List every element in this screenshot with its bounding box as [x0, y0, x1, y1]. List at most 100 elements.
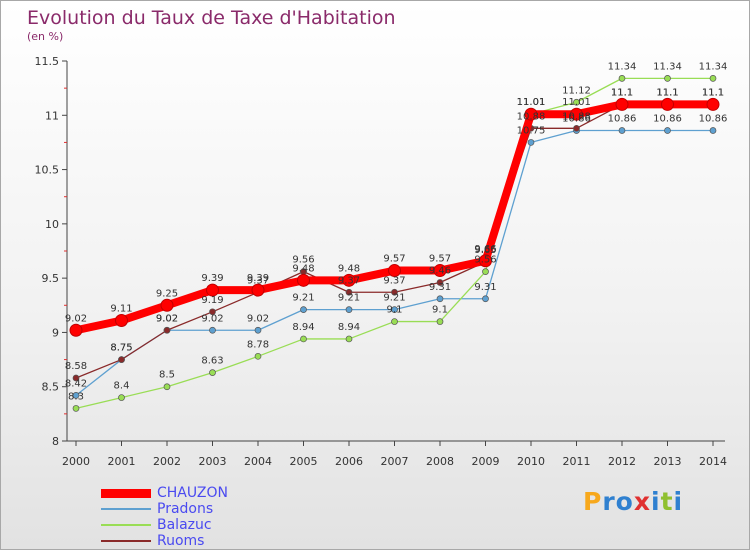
data-label-pradons: 10.86 [608, 113, 637, 124]
data-point-chauzon [615, 97, 629, 111]
data-label-pradons: 9.21 [292, 293, 314, 304]
chart-title: Evolution du Taux de Taxe d'Habitation [27, 7, 396, 29]
data-label-balazuc: 8.3 [68, 391, 84, 402]
data-point-balazuc [573, 98, 580, 106]
data-point-chauzon [570, 107, 583, 121]
legend-label-ruoms: Ruoms [157, 533, 205, 549]
series-line-ruoms [75, 103, 713, 379]
x-tick-label: 2011 [563, 455, 591, 468]
legend-label-pradons: Pradons [157, 501, 214, 517]
data-point-pradons [209, 326, 216, 334]
y-tick-label: 11 [45, 109, 59, 122]
data-label-chauzon: 11.01 [562, 97, 591, 108]
logo-letter: x [633, 487, 651, 516]
data-label-pradons: 9.21 [383, 293, 405, 304]
data-point-chauzon [297, 273, 310, 287]
data-point-balazuc [345, 335, 353, 343]
data-label-ruoms: 9.19 [201, 295, 223, 306]
data-point-pradons [709, 127, 717, 134]
data-point-balazuc [163, 383, 171, 391]
logo-letter: t [660, 487, 674, 516]
chart-axes: 8 8.5 9 9.5 10 10.5 11 11.5 2000 2001 2002 2003 2004… [35, 55, 728, 468]
data-label-balazuc: 8.78 [247, 339, 269, 350]
y-tick-label: 10.5 [35, 164, 60, 177]
data-point-pradons [254, 326, 262, 334]
logo-letter: i [651, 487, 661, 516]
data-label-chauzon: 9.25 [156, 288, 178, 299]
data-label-balazuc: 8.63 [201, 356, 223, 367]
data-label-ruoms: 10.88 [562, 111, 591, 122]
data-label-chauzon: 9.48 [292, 263, 314, 274]
data-point-chauzon [661, 97, 674, 111]
data-label-pradons: 9.21 [338, 293, 360, 304]
y-tick-label: 9 [52, 326, 59, 339]
data-point-balazuc [391, 318, 398, 325]
data-label-balazuc: 9.1 [387, 305, 403, 316]
legend-label-chauzon: CHAUZON [157, 485, 228, 501]
data-point-ruoms [72, 374, 80, 382]
data-label-pradons: 9.31 [429, 282, 451, 293]
data-point-chauzon [342, 273, 356, 287]
legend-swatch-ruoms [101, 540, 151, 542]
data-point-pradons [391, 306, 398, 313]
data-point-pradons [72, 392, 80, 399]
data-point-pradons [527, 139, 535, 146]
data-label-balazuc: 9.1 [432, 305, 448, 316]
data-label-balazuc: 11.01 [517, 97, 546, 108]
data-point-balazuc [436, 318, 444, 325]
data-label-pradons: 10.75 [517, 125, 546, 136]
data-label-ruoms: 11.1 [611, 87, 633, 98]
proxiti-logo: Proxiti [583, 487, 683, 516]
y-tick-label: 8 [52, 435, 59, 448]
data-label-pradons: 10.86 [699, 113, 728, 124]
data-point-balazuc [482, 268, 489, 275]
data-label-chauzon: 11.1 [656, 87, 678, 98]
data-label-chauzon: 9.39 [247, 273, 269, 284]
legend-label-balazuc: Balazuc [157, 517, 212, 533]
data-label-ruoms: 9.56 [292, 255, 314, 266]
data-label-chauzon: 9.57 [383, 254, 405, 265]
data-label-chauzon: 9.02 [65, 313, 87, 324]
data-label-ruoms: 9.46 [429, 265, 451, 276]
data-label-balazuc: 8.5 [159, 370, 175, 381]
y-tick-label: 11.5 [35, 55, 60, 68]
data-label-pradons: 9.02 [156, 313, 178, 324]
x-tick-label: 2008 [426, 455, 454, 468]
data-point-pradons [436, 295, 444, 303]
data-point-chauzon [433, 264, 447, 278]
chart-unit: (en %) [27, 30, 64, 43]
data-label-pradons: 8.42 [65, 378, 87, 389]
data-label-chauzon: 11.1 [611, 87, 633, 98]
x-tick-label: 2002 [153, 455, 181, 468]
x-tick-label: 2014 [699, 455, 727, 468]
data-point-chauzon [479, 254, 492, 268]
data-point-balazuc [618, 75, 626, 82]
data-point-balazuc [300, 335, 307, 343]
data-point-pradons [300, 306, 307, 313]
data-label-ruoms: 8.75 [110, 343, 132, 354]
data-label-balazuc: 11.34 [699, 61, 728, 72]
data-label-balazuc: 8.94 [338, 322, 360, 333]
y-tick-label: 9.5 [42, 272, 60, 285]
data-label-ruoms: 9.37 [338, 275, 360, 286]
data-point-ruoms [345, 288, 353, 296]
data-label-pradons: 10.86 [562, 113, 591, 124]
x-tick-label: 2012 [608, 455, 636, 468]
data-labels-layer: 9.02 9.11 9.25 9.39 9.39 9.48 9.48 9.57 9.57 9.66… [65, 61, 727, 402]
data-point-ruoms [573, 124, 580, 132]
data-label-pradons: 9.02 [247, 313, 269, 324]
legend-swatch-pradons [101, 508, 151, 510]
data-label-chauzon: 11.01 [517, 97, 546, 108]
data-label-balazuc: 8.94 [292, 322, 314, 333]
data-point-ruoms [163, 326, 171, 334]
logo-letter: o [615, 487, 634, 516]
data-label-chauzon: 11.1 [702, 87, 724, 98]
data-point-chauzon [115, 313, 128, 327]
data-point-balazuc [72, 405, 80, 412]
data-point-balazuc [118, 394, 125, 401]
data-label-chauzon: 9.39 [201, 273, 223, 284]
data-label-pradons: 10.86 [653, 113, 682, 124]
y-tick-label: 10 [45, 218, 59, 231]
data-label-ruoms: 9.02 [156, 313, 178, 324]
